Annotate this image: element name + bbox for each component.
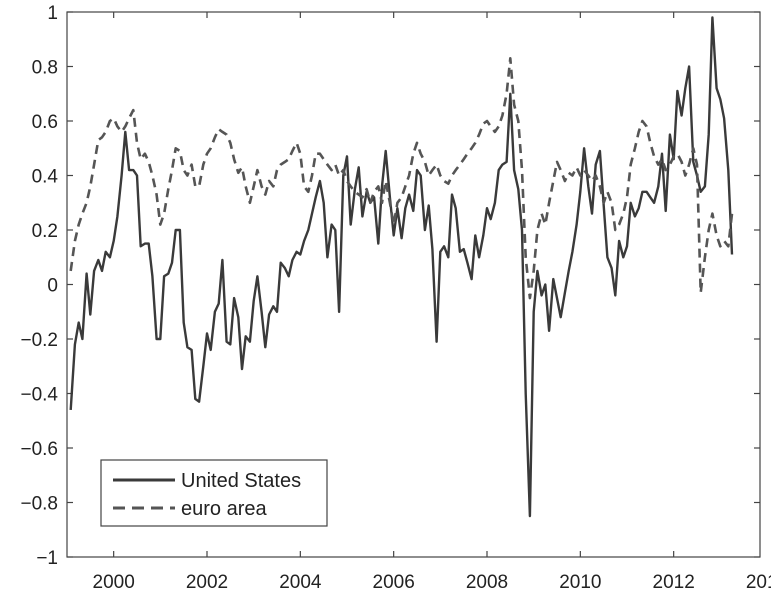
x-tick-label: 2002 bbox=[186, 572, 228, 593]
legend-label: euro area bbox=[181, 498, 267, 520]
legend-box bbox=[100, 459, 328, 527]
y-tick-label: −0.8 bbox=[20, 494, 58, 515]
x-tick-label: 2000 bbox=[93, 572, 135, 593]
x-tick-label: 2014 bbox=[746, 572, 771, 593]
y-tick-label: 1 bbox=[47, 3, 58, 24]
y-tick-label: 0.2 bbox=[32, 221, 58, 242]
x-tick-label: 2008 bbox=[466, 572, 508, 593]
y-tick-label: 0.4 bbox=[32, 167, 59, 188]
chart-series bbox=[69, 16, 734, 518]
y-tick-label: 0.6 bbox=[32, 112, 58, 133]
y-tick-label: −0.4 bbox=[20, 385, 58, 406]
series-line-united-states bbox=[69, 16, 734, 518]
x-tick-label: 2010 bbox=[559, 572, 601, 593]
y-tick-label: −0.2 bbox=[20, 330, 58, 351]
series-line-euro-area bbox=[69, 57, 734, 300]
chart-axes: 1 0.8 0.6 0.4 0.2 0 −0.2 −0.4 −0.6 −0.8 −1 2000 2002… bbox=[20, 3, 771, 593]
y-tick-label: −1 bbox=[36, 548, 58, 569]
legend-label: United States bbox=[181, 470, 301, 492]
y-tick-label: 0 bbox=[47, 276, 58, 297]
x-tick-label: 2004 bbox=[279, 572, 322, 593]
x-tick-label: 2012 bbox=[653, 572, 695, 593]
x-tick-label: 2006 bbox=[373, 572, 415, 593]
y-tick-label: 0.8 bbox=[32, 58, 58, 79]
y-tick-label: −0.6 bbox=[20, 439, 58, 460]
chart-legend: United States euro area bbox=[100, 459, 328, 527]
